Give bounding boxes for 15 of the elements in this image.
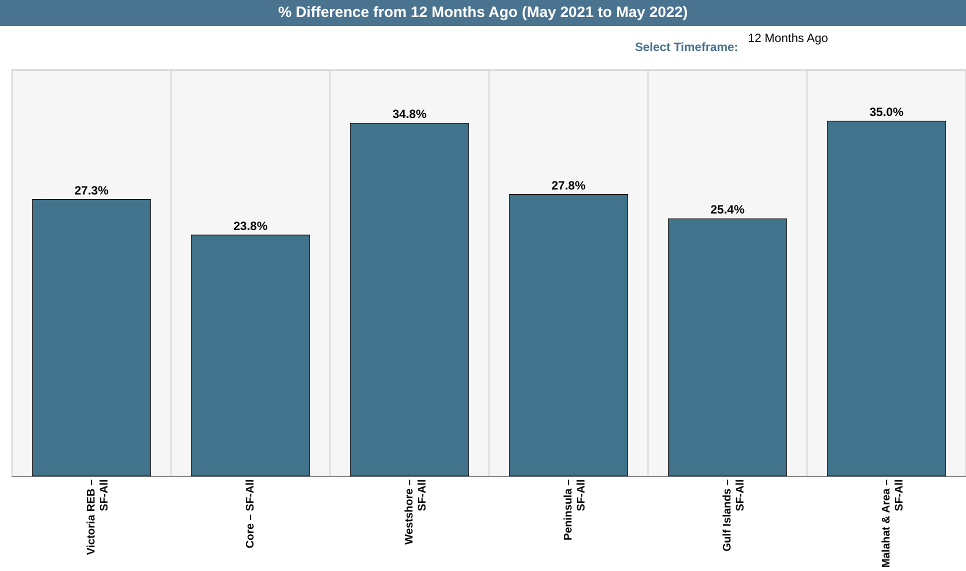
data-label: 25.4%: [710, 202, 745, 217]
data-label: 27.8%: [551, 178, 586, 192]
text: 12 Months Ago: [748, 31, 828, 45]
x-tick-label: Peninsula – SF-All: [562, 479, 588, 540]
data-label: 27.3%: [74, 183, 109, 198]
x-tick-label: Gulf Islands – SF-All: [722, 479, 747, 552]
text: Select Timeframe:: [635, 40, 738, 54]
x-tick-label: Westshore – SF-All: [404, 479, 429, 545]
x-tick-label: Core – SF-All: [244, 479, 257, 548]
data-label: 34.8%: [392, 107, 427, 122]
x-tick-label: Victoria REB – SF-All: [86, 479, 111, 555]
data-label: 35.0%: [869, 105, 904, 120]
chart-title: % Difference from 12 Months Ago (May 2021 to May 2022): [0, 0, 966, 26]
data-label: 23.8%: [233, 218, 268, 233]
x-tick-label: Malahat & Area – SF-All: [880, 479, 906, 568]
